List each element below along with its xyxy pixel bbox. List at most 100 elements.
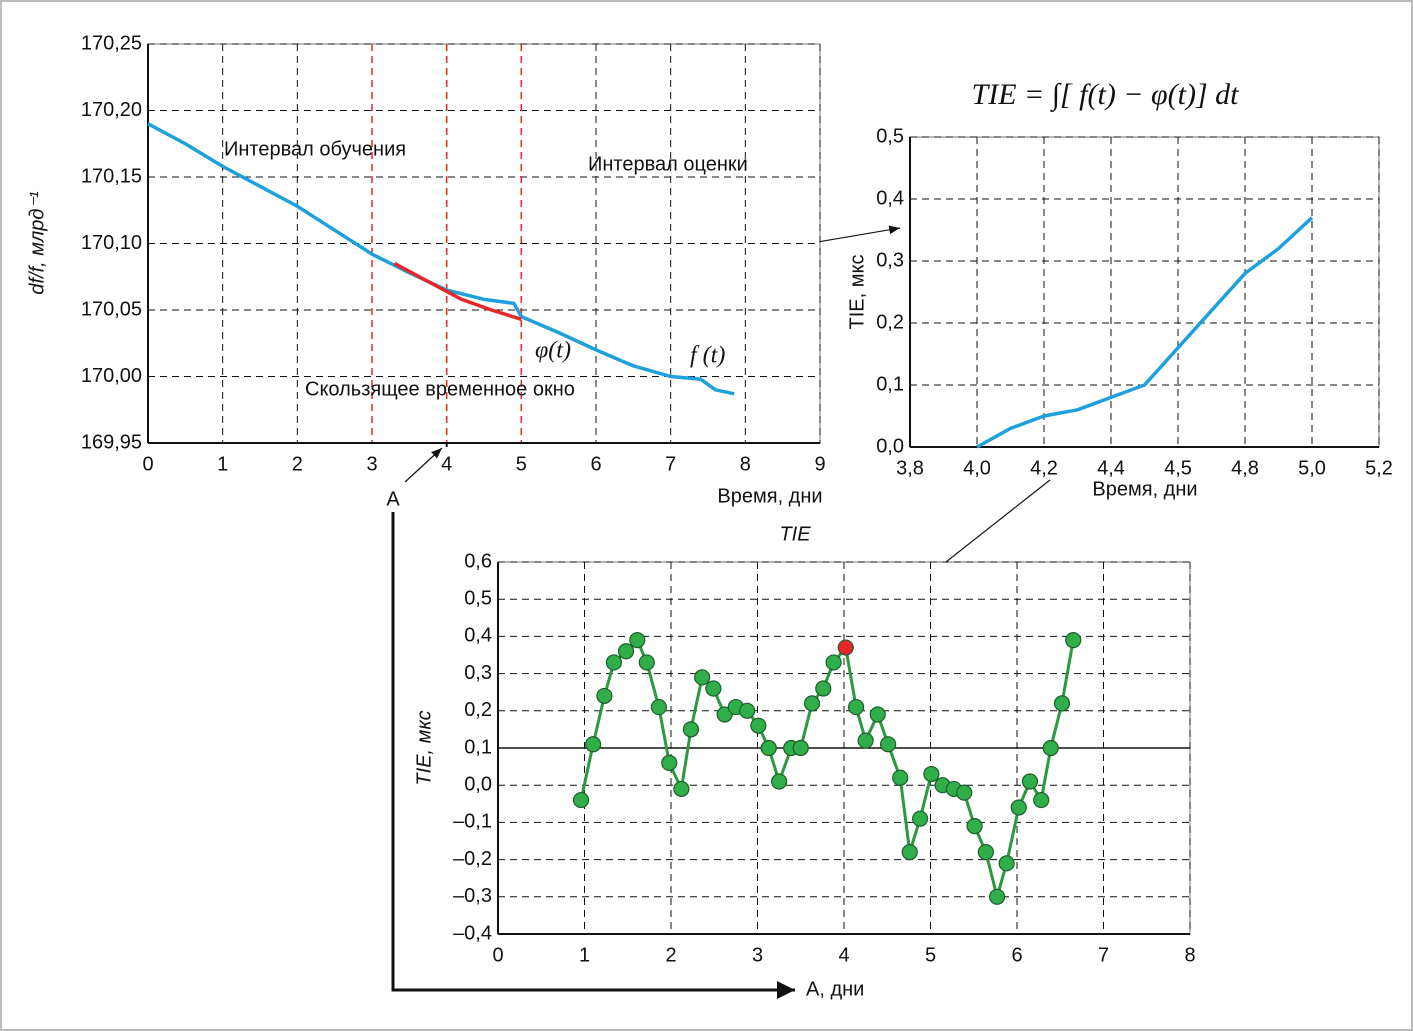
x-tick-label: 4,2 [1030, 457, 1058, 479]
y-tick-label: 0,2 [464, 699, 492, 721]
series-line [147, 122, 735, 396]
y-axis-label: TIE, мкс [413, 710, 435, 785]
y-tick-label: 0,3 [876, 249, 904, 271]
x-tick-label: 4,4 [1097, 457, 1125, 479]
data-point [998, 855, 1015, 872]
x-tick-label: 0 [142, 453, 153, 475]
x-tick-label: 3,8 [896, 457, 924, 479]
series-label: φ(t) [535, 338, 571, 364]
data-point [825, 654, 842, 671]
data-point [638, 654, 655, 671]
x-tick-label: 5,2 [1365, 457, 1393, 479]
x-tick-label: 4 [441, 453, 452, 475]
x-tick-label: 6 [590, 453, 601, 475]
y-tick-label: 0,5 [876, 125, 904, 147]
data-point [815, 680, 832, 697]
data-point [1021, 773, 1039, 790]
data-point [650, 698, 667, 716]
y-tick-label: 170,15 [81, 165, 142, 187]
x-tick-label: 8 [740, 453, 751, 475]
data-point [585, 736, 602, 753]
data-point [629, 632, 646, 649]
data-point [989, 888, 1006, 905]
x-axis-label: Время, дни [1092, 478, 1197, 500]
series-line [579, 638, 1075, 899]
x-axis-label: Время, дни [717, 485, 822, 507]
x-tick-label: 3 [752, 944, 763, 966]
data-point [912, 810, 929, 827]
data-point [716, 706, 733, 723]
y-tick-label: 0,1 [876, 373, 904, 395]
data-point [803, 695, 821, 712]
x-tick-label: 8 [1184, 944, 1195, 966]
y-tick-label: 0,6 [464, 550, 492, 572]
arrow [404, 447, 443, 483]
x-tick-label: 0 [492, 944, 503, 966]
x-tick-label: 1 [217, 453, 228, 475]
x-tick-label: 4 [838, 944, 849, 966]
data-point [869, 706, 886, 723]
y-tick-label: 170,20 [81, 99, 142, 121]
data-point [605, 654, 623, 671]
data-point [750, 717, 767, 734]
annotation: Интервал обучения [224, 138, 406, 160]
series-line [393, 261, 522, 321]
y-tick-label: 0,0 [876, 435, 904, 457]
data-point [857, 732, 874, 749]
a-axis [391, 512, 795, 999]
data-point [673, 780, 690, 798]
y-tick-label: 170,10 [81, 232, 142, 254]
x-tick-label: 4,8 [1231, 457, 1259, 479]
y-axis-label: df/f, млрд⁻¹ [26, 191, 48, 295]
y-tick-label: 0,1 [464, 736, 492, 758]
data-point [956, 784, 973, 801]
data-point [977, 844, 994, 861]
x-tick-label: 1 [579, 944, 590, 966]
data-point [596, 687, 613, 705]
data-point [705, 680, 722, 697]
data-point [923, 765, 940, 783]
y-tick-label: 0,2 [876, 311, 904, 333]
data-point [739, 702, 756, 719]
y-axis-label: TIE, мкс [846, 255, 868, 330]
y-tick-label: –0,2 [453, 848, 492, 870]
x-tick-label: 5,0 [1298, 457, 1326, 479]
chart-title: TIE [779, 523, 811, 545]
y-tick-label: 0,5 [464, 587, 492, 609]
y-tick-label: 170,25 [81, 32, 142, 54]
x-axis-label: A, дни [806, 978, 864, 1000]
data-point [771, 773, 788, 790]
y-tick-label: 169,95 [81, 431, 142, 453]
series-label: f (t) [690, 343, 725, 369]
data-point [617, 643, 635, 660]
annotation: Скользящее временное окно [305, 378, 575, 400]
data-point [837, 639, 854, 656]
x-tick-label: 2 [292, 453, 303, 475]
y-tick-label: –0,1 [453, 811, 492, 833]
y-tick-label: 0,4 [464, 625, 492, 647]
y-tick-label: 0,0 [464, 773, 492, 795]
x-tick-label: 4,0 [963, 457, 991, 479]
y-tick-label: 170,00 [81, 365, 142, 387]
y-tick-label: 0,4 [876, 187, 904, 209]
x-tick-label: 7 [665, 453, 676, 475]
y-tick-label: –0,3 [453, 885, 492, 907]
data-point [966, 818, 983, 835]
data-point [661, 754, 678, 771]
x-tick-label: 7 [1098, 944, 1109, 966]
x-tick-label: 4,5 [1164, 457, 1192, 479]
marker-label: A [386, 488, 400, 510]
y-tick-label: –0,4 [453, 922, 492, 944]
data-point [880, 736, 897, 753]
annotation: Интервал оценки [588, 153, 748, 175]
x-tick-label: 9 [814, 453, 825, 475]
data-point [682, 721, 699, 738]
data-point [1042, 739, 1059, 757]
data-point [1033, 791, 1050, 809]
x-tick-label: 6 [1011, 944, 1022, 966]
chart-title: TIE = ∫[ f(t) − φ(t)] dt [972, 78, 1240, 113]
plot-area [909, 136, 1380, 448]
data-point [848, 698, 865, 716]
data-point [901, 844, 918, 861]
data-point [892, 769, 909, 786]
